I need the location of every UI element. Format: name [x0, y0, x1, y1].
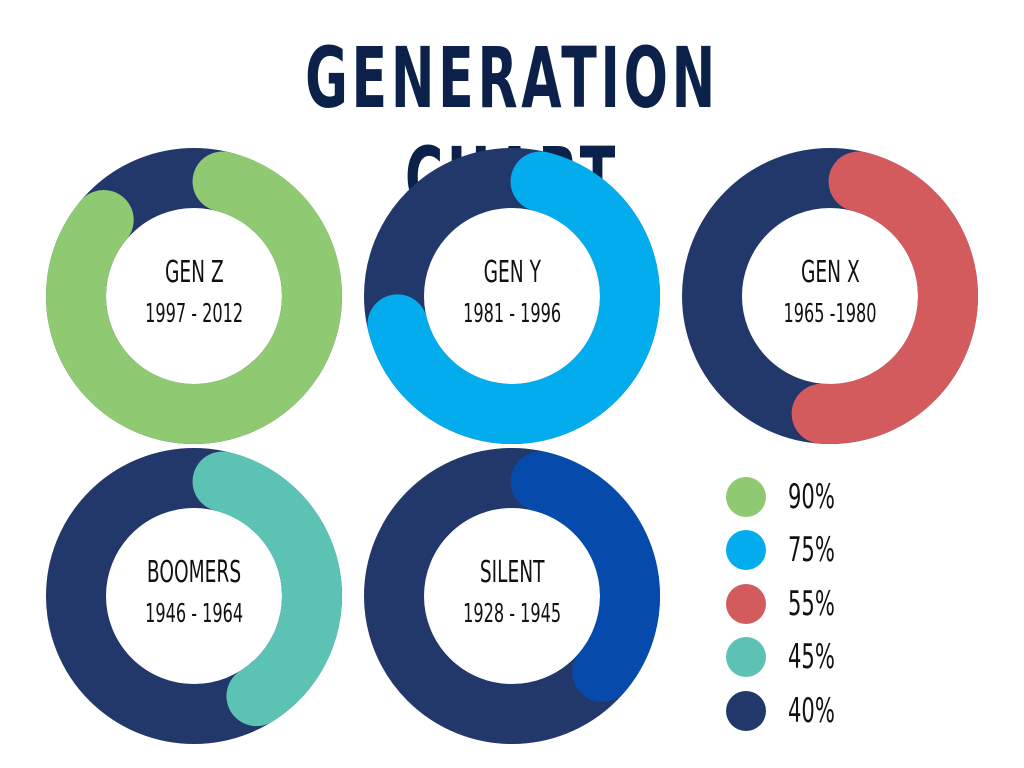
legend-label: 55%: [788, 583, 835, 624]
donut-ring: [364, 148, 660, 444]
generation-years: 1965 -1980: [783, 299, 877, 329]
legend-swatch-icon: [726, 530, 766, 571]
legend-item: 75%: [726, 524, 864, 578]
generation-years: 1981 - 1996: [462, 299, 562, 329]
donut-ring: [46, 448, 342, 744]
donut-ring: [364, 448, 660, 744]
donut-silent: SILENT 1928 - 1945: [362, 446, 662, 746]
legend-item: 45%: [726, 631, 864, 685]
generation-years: 1997 - 2012: [144, 299, 244, 329]
legend: 90% 75% 55% 45% 40%: [726, 470, 864, 738]
legend-label: 45%: [788, 637, 835, 678]
donut-gen-y: GEN Y 1981 - 1996: [362, 146, 662, 446]
donut-boomers: BOOMERS 1946 - 1964: [44, 446, 344, 746]
legend-swatch-icon: [726, 690, 766, 731]
generation-years: 1928 - 1945: [462, 599, 562, 629]
legend-label: 75%: [788, 530, 835, 571]
generation-years: 1946 - 1964: [144, 599, 244, 629]
generation-name: GEN Z: [164, 255, 224, 290]
generation-name: GEN X: [800, 255, 860, 290]
generation-name: SILENT: [479, 555, 545, 590]
legend-item: 90%: [726, 470, 864, 524]
legend-swatch-icon: [726, 583, 766, 624]
donut-gen-z: GEN Z 1997 - 2012: [44, 146, 344, 446]
legend-label: 90%: [788, 476, 835, 517]
generation-name: GEN Y: [483, 255, 541, 290]
legend-label: 40%: [788, 690, 835, 731]
generation-name: BOOMERS: [146, 555, 242, 590]
donut-ring: [46, 148, 342, 444]
legend-item: 40%: [726, 684, 864, 738]
legend-item: 55%: [726, 577, 864, 631]
legend-swatch-icon: [726, 637, 766, 678]
donut-gen-x: GEN X 1965 -1980: [680, 146, 980, 446]
donut-ring: [682, 148, 978, 444]
legend-swatch-icon: [726, 476, 766, 517]
